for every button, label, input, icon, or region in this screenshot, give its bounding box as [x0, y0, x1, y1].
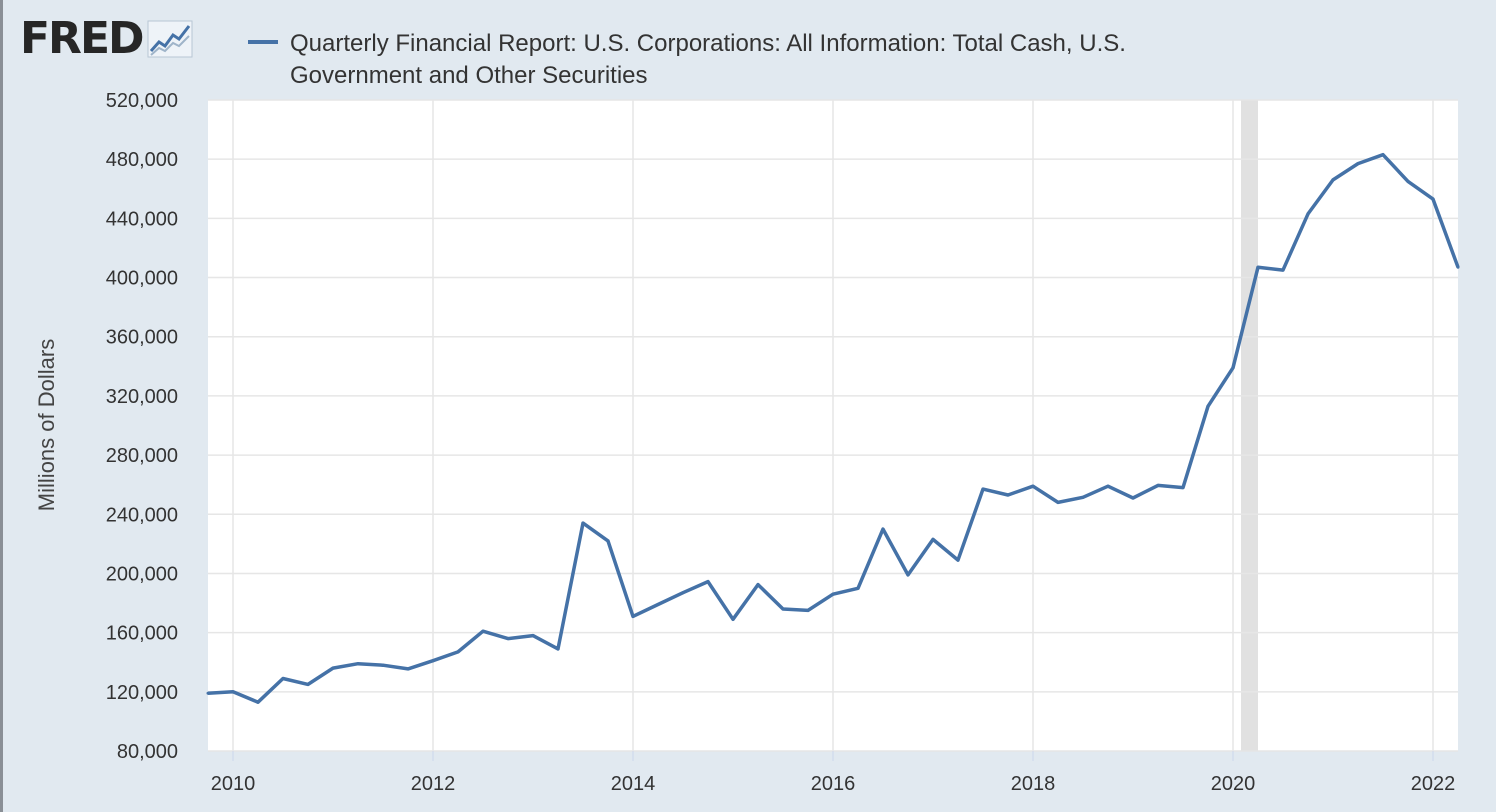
- data-point[interactable]: [606, 539, 610, 543]
- recession-band: [1241, 100, 1258, 751]
- y-tick-label: 160,000: [106, 623, 178, 645]
- data-point[interactable]: [1031, 484, 1035, 488]
- data-point[interactable]: [456, 650, 460, 654]
- x-tick-label: 2020: [1211, 773, 1256, 795]
- data-point[interactable]: [306, 682, 310, 686]
- y-tick-label: 80,000: [117, 741, 178, 763]
- data-point[interactable]: [906, 573, 910, 577]
- y-tick-label: 320,000: [106, 386, 178, 408]
- data-point[interactable]: [1456, 265, 1460, 269]
- data-point[interactable]: [931, 537, 935, 541]
- x-tick-label: 2012: [411, 773, 456, 795]
- data-point[interactable]: [1081, 495, 1085, 499]
- data-point[interactable]: [481, 629, 485, 633]
- data-point[interactable]: [656, 603, 660, 607]
- legend-swatch: [248, 40, 278, 44]
- data-point[interactable]: [1156, 483, 1160, 487]
- data-point[interactable]: [556, 647, 560, 651]
- data-point[interactable]: [1381, 153, 1385, 157]
- data-point[interactable]: [356, 662, 360, 666]
- data-point[interactable]: [1431, 197, 1435, 201]
- data-point[interactable]: [831, 592, 835, 596]
- y-axis-label: Millions of Dollars: [34, 339, 59, 511]
- data-point[interactable]: [1306, 212, 1310, 216]
- data-point[interactable]: [1331, 178, 1335, 182]
- y-tick-label: 440,000: [106, 208, 178, 230]
- data-point[interactable]: [1406, 179, 1410, 183]
- data-point[interactable]: [1131, 496, 1135, 500]
- data-point[interactable]: [506, 637, 510, 641]
- data-point[interactable]: [1056, 500, 1060, 504]
- data-point[interactable]: [1206, 404, 1210, 408]
- data-point[interactable]: [281, 677, 285, 681]
- data-point[interactable]: [206, 691, 210, 695]
- x-axis-ticks: 2010 2012 2014 2016 2018 2020 2022: [211, 751, 1456, 795]
- data-point[interactable]: [681, 591, 685, 595]
- data-point[interactable]: [1356, 162, 1360, 166]
- window-frame-edge: [0, 0, 3, 812]
- data-point[interactable]: [1281, 268, 1285, 272]
- y-tick-label: 280,000: [106, 445, 178, 467]
- x-tick-label: 2022: [1411, 773, 1456, 795]
- data-point[interactable]: [1006, 493, 1010, 497]
- x-tick-label: 2014: [611, 773, 656, 795]
- y-tick-label: 120,000: [106, 682, 178, 704]
- y-axis-ticks: 80,000 120,000 160,000 200,000 240,000 280,00…: [106, 90, 178, 763]
- data-point[interactable]: [731, 617, 735, 621]
- y-tick-label: 240,000: [106, 504, 178, 526]
- data-point[interactable]: [956, 558, 960, 562]
- data-point[interactable]: [581, 521, 585, 525]
- y-tick-label: 520,000: [106, 90, 178, 112]
- data-point[interactable]: [781, 607, 785, 611]
- logo-text: FRED: [20, 13, 145, 64]
- data-point[interactable]: [756, 583, 760, 587]
- data-point[interactable]: [331, 666, 335, 670]
- x-tick-label: 2018: [1011, 773, 1056, 795]
- data-point[interactable]: [631, 614, 635, 618]
- data-point[interactable]: [881, 527, 885, 531]
- y-tick-label: 360,000: [106, 327, 178, 349]
- data-point[interactable]: [531, 634, 535, 638]
- y-tick-label: 200,000: [106, 563, 178, 585]
- data-point[interactable]: [856, 586, 860, 590]
- chart-title: Quarterly Financial Report: U.S. Corpora…: [290, 30, 1126, 89]
- y-tick-label: 400,000: [106, 268, 178, 290]
- data-point[interactable]: [406, 667, 410, 671]
- x-tick-label: 2010: [211, 773, 256, 795]
- y-tick-label: 480,000: [106, 149, 178, 171]
- data-point[interactable]: [806, 608, 810, 612]
- data-point[interactable]: [231, 690, 235, 694]
- data-point[interactable]: [381, 663, 385, 667]
- data-point[interactable]: [1181, 486, 1185, 490]
- series-lines: [206, 152, 1460, 704]
- data-point[interactable]: [1256, 265, 1260, 269]
- data-point[interactable]: [706, 580, 710, 584]
- x-tick-label: 2016: [811, 773, 856, 795]
- data-point[interactable]: [431, 659, 435, 663]
- trend-line-icon: [147, 20, 193, 63]
- data-point[interactable]: [1106, 484, 1110, 488]
- data-point[interactable]: [256, 700, 260, 704]
- gridlines: [208, 99, 1458, 752]
- data-point[interactable]: [1231, 366, 1235, 370]
- data-point[interactable]: [981, 487, 985, 491]
- recession-bands: [1241, 100, 1258, 751]
- fred-logo[interactable]: FRED: [20, 14, 193, 74]
